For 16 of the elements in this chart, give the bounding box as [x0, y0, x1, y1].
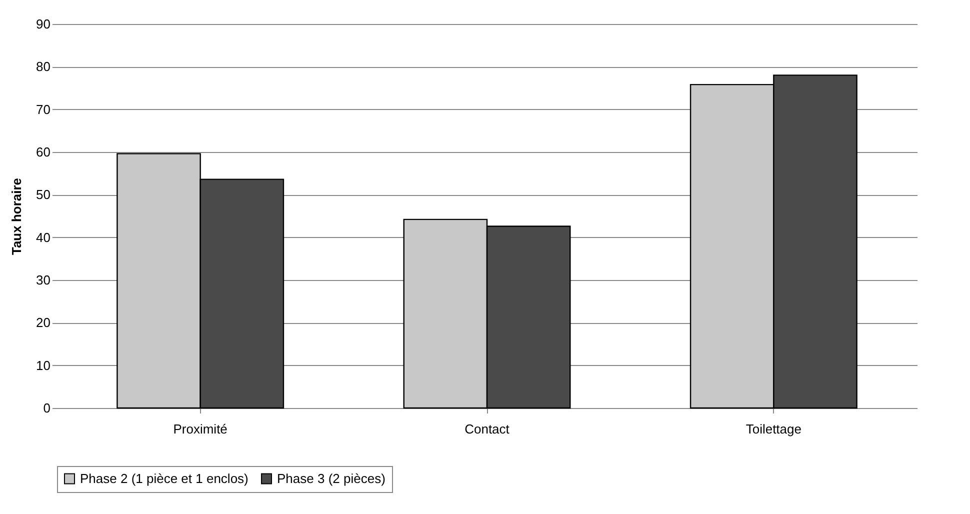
y-tick-label: 30 [36, 272, 50, 288]
legend-label: Phase 3 (2 pièces) [277, 470, 386, 486]
y-tick-label: 10 [36, 358, 50, 373]
y-tick-label: 50 [36, 187, 50, 202]
y-tick-label: 20 [36, 315, 50, 330]
x-tick-label: Toilettage [746, 422, 802, 436]
x-tick-label: Proximité [173, 422, 228, 436]
y-tick-label: 90 [36, 16, 50, 32]
y-tick-label: 70 [36, 102, 50, 117]
y-tick-label: 0 [43, 400, 50, 416]
y-tick-label: 80 [36, 59, 50, 74]
x-tick-label: Contact [464, 422, 510, 436]
y-tick-label: 60 [36, 144, 50, 160]
legend-label: Phase 2 (1 pièce et 1 enclos) [80, 470, 248, 486]
y-tick-label: 40 [36, 230, 50, 245]
y-axis-title: Taux horaire [9, 178, 24, 256]
